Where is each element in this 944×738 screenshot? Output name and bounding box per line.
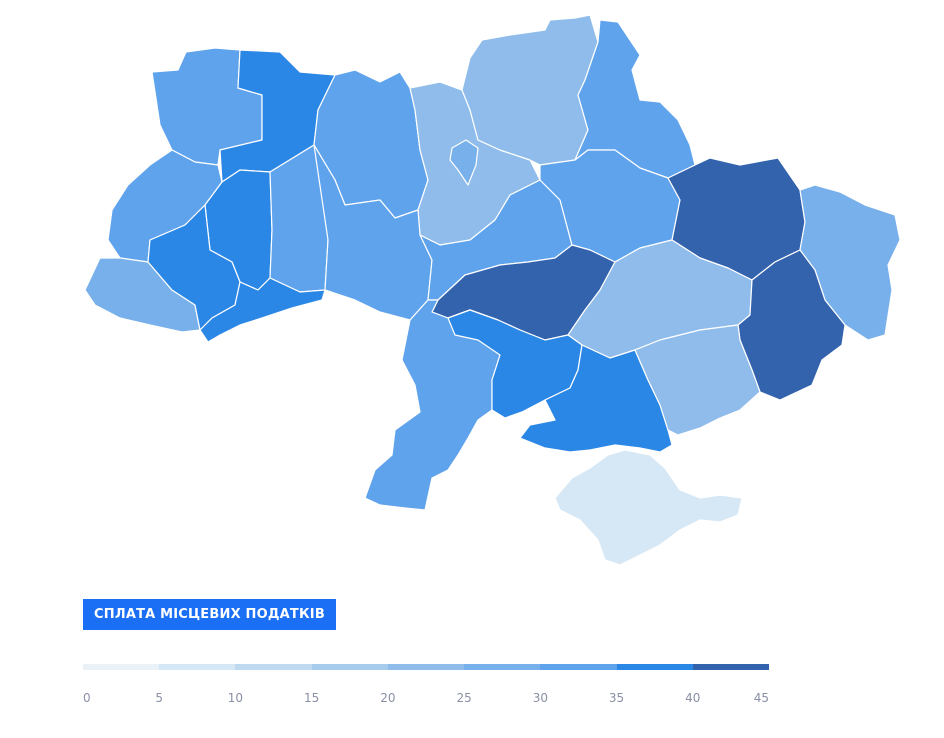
- ukraine-map: [84, 14, 901, 566]
- map-title: СПЛАТА МІСЦЕВИХ ПОДАТКІВ: [83, 599, 336, 630]
- legend-segment: [159, 664, 236, 670]
- legend-segment: [311, 664, 388, 670]
- legend-ticks: 0 5 10 15 20 25 30 35 40 45: [83, 691, 769, 707]
- legend-segment: [540, 664, 617, 670]
- legend-tick-label: 15: [304, 691, 320, 705]
- legend-tick-label: 45: [753, 691, 769, 705]
- legend-tick-label: 20: [380, 691, 396, 705]
- legend-segment: [235, 664, 312, 670]
- region-chernihiv[interactable]: [461, 14, 599, 166]
- legend-segment: [464, 664, 541, 670]
- legend-tick-label: 25: [456, 691, 472, 705]
- legend-segment: [387, 664, 465, 670]
- region-kyiv-city[interactable]: [449, 139, 479, 186]
- legend-bar: [83, 664, 769, 670]
- legend-tick-label: 40: [685, 691, 701, 705]
- region-chernivtsi[interactable]: [199, 277, 326, 343]
- legend-segment: [616, 664, 693, 670]
- legend-tick-label: 5: [155, 691, 164, 705]
- legend-tick-label: 0: [83, 691, 91, 705]
- color-legend: 0 5 10 15 20 25 30 35 40 45: [83, 664, 769, 707]
- region-zaporizhzhia[interactable]: [634, 324, 761, 436]
- legend-tick-label: 35: [608, 691, 625, 705]
- legend-tick-label: 30: [532, 691, 548, 705]
- legend-tick-label: 10: [227, 691, 244, 705]
- legend-segment: [692, 664, 769, 670]
- legend-segment: [83, 664, 160, 670]
- region-zakarpattia[interactable]: [84, 257, 201, 333]
- region-crimea[interactable]: [554, 449, 743, 566]
